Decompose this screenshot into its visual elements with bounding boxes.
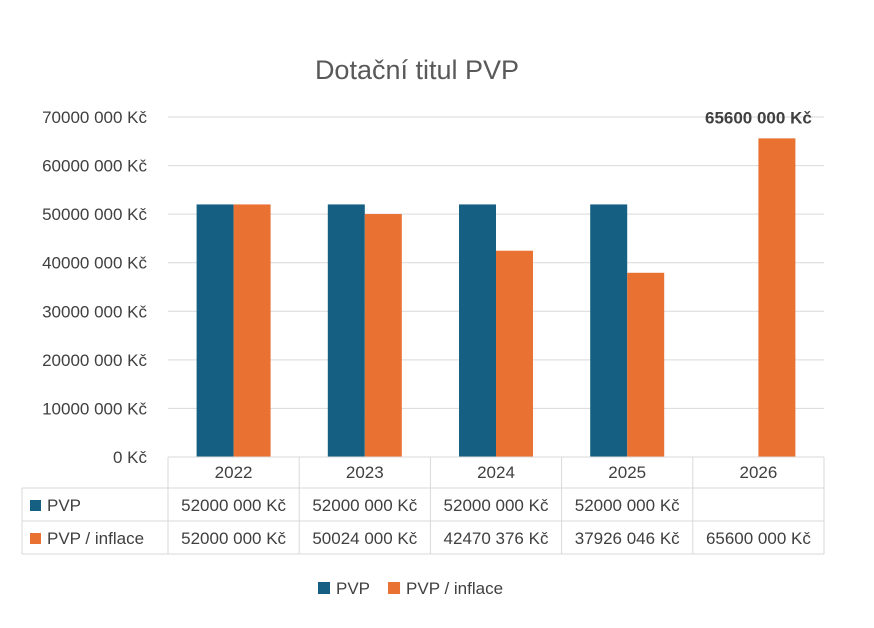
- table-cell: 52000 000 Kč: [181, 496, 286, 515]
- bars: [196, 138, 796, 457]
- table-cell: 52000 000 Kč: [444, 496, 549, 515]
- chart-title: Dotační titul PVP: [315, 55, 519, 85]
- table-series-name: PVP / inflace: [47, 529, 144, 548]
- y-tick-label: 20000 000 Kč: [42, 351, 147, 370]
- table-cell: 42470 376 Kč: [444, 529, 549, 548]
- data-label: 65600 000 Kč: [705, 108, 812, 127]
- table-cell: 37926 046 Kč: [575, 529, 680, 548]
- table-legend-key: [30, 500, 41, 511]
- y-tick-label: 40000 000 Kč: [42, 254, 147, 273]
- y-tick-label: 0 Kč: [113, 448, 148, 467]
- bar-pvp-2023: [327, 204, 365, 457]
- table-cell: 65600 000 Kč: [706, 529, 811, 548]
- y-axis-tick-labels: 0 Kč 10000 000 Kč 20000 000 Kč 30000 000 Kč…: [42, 108, 147, 467]
- table-legend-key: [30, 533, 41, 544]
- x-tick-label: 2025: [608, 463, 646, 482]
- data-table: 2022 2023 2024 2025 2026 PVP 52000 000 Kč 52000…: [21, 456, 825, 555]
- table-cell: 52000 000 Kč: [312, 496, 417, 515]
- bar-pvp-inflace-2025: [627, 272, 665, 457]
- bar-pvp-inflace-2026: [758, 138, 796, 457]
- table-cell: 52000 000 Kč: [181, 529, 286, 548]
- y-tick-label: 30000 000 Kč: [42, 302, 147, 321]
- table-series-name: PVP: [47, 496, 81, 515]
- bar-pvp-inflace-2024: [496, 250, 533, 457]
- legend-label: PVP / inflace: [406, 579, 503, 598]
- legend-swatch: [388, 582, 401, 594]
- y-tick-label: 70000 000 Kč: [42, 108, 147, 127]
- table-cell: 50024 000 Kč: [312, 529, 417, 548]
- x-tick-label: 2023: [346, 463, 384, 482]
- y-tick-label: 60000 000 Kč: [42, 157, 147, 176]
- x-tick-label: 2026: [739, 463, 777, 482]
- bar-pvp-inflace-2022: [233, 204, 271, 457]
- bar-pvp-2022: [196, 204, 234, 457]
- y-tick-label: 10000 000 Kč: [42, 399, 147, 418]
- bar-pvp-inflace-2023: [364, 214, 402, 457]
- x-tick-label: 2022: [215, 463, 253, 482]
- table-cell: 52000 000 Kč: [575, 496, 680, 515]
- legend-label: PVP: [336, 579, 370, 598]
- legend-swatch: [318, 582, 330, 594]
- bar-pvp-2024: [459, 204, 496, 457]
- x-tick-label: 2024: [477, 463, 515, 482]
- data-annotations: 65600 000 Kč: [705, 108, 812, 127]
- bar-pvp-2025: [590, 204, 628, 457]
- legend: PVP PVP / inflace: [318, 579, 503, 598]
- y-tick-label: 50000 000 Kč: [42, 205, 147, 224]
